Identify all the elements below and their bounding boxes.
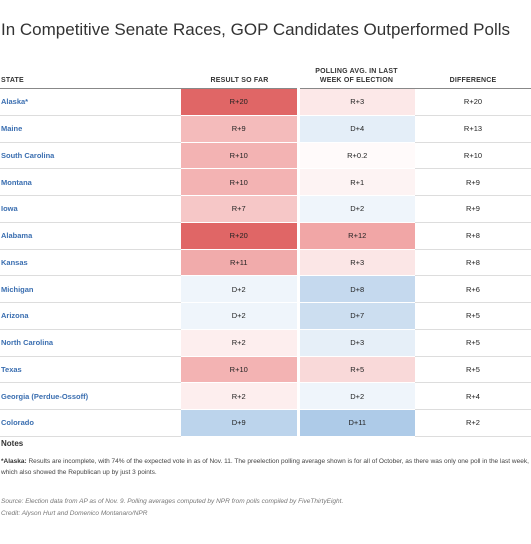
alaska-note-label: *Alaska: [1, 458, 27, 465]
result-cell: R+2 [181, 382, 300, 410]
senate-races-table: STATE RESULT SO FAR POLLING AVG. IN LAST… [0, 56, 531, 437]
notes-heading: Notes [1, 439, 24, 448]
table-row: North Carolina R+2 D+3 R+5 [0, 329, 531, 357]
table-row: Alabama R+20 R+12 R+8 [0, 222, 531, 250]
state-cell: South Carolina [0, 142, 181, 170]
polling-cell: R+3 [298, 249, 415, 277]
result-cell: R+10 [181, 142, 300, 170]
polling-cell: R+5 [298, 356, 415, 384]
difference-cell: R+13 [415, 115, 531, 143]
column-header-result: RESULT SO FAR [181, 56, 298, 89]
table-header-row: STATE RESULT SO FAR POLLING AVG. IN LAST… [0, 56, 531, 89]
result-cell: R+7 [181, 195, 300, 223]
polling-cell: R+3 [298, 88, 415, 116]
state-cell: North Carolina [0, 329, 181, 357]
result-cell: R+10 [181, 356, 300, 384]
table-row: Alaska* R+20 R+3 R+20 [0, 88, 531, 116]
polling-cell: D+2 [298, 195, 415, 223]
state-cell: Maine [0, 115, 181, 143]
table-row: Colorado D+9 D+11 R+2 [0, 409, 531, 437]
result-cell: R+9 [181, 115, 300, 143]
polling-cell: D+8 [298, 275, 415, 303]
result-cell: R+11 [181, 249, 300, 277]
table-row: Montana R+10 R+1 R+9 [0, 168, 531, 196]
state-cell: Georgia (Perdue-Ossoff) [0, 382, 181, 410]
table-row: Arizona D+2 D+7 R+5 [0, 302, 531, 330]
source-line: Source: Election data from AP as of Nov.… [1, 498, 344, 505]
table-row: South Carolina R+10 R+0.2 R+10 [0, 142, 531, 170]
table-row: Kansas R+11 R+3 R+8 [0, 249, 531, 277]
polling-cell: D+2 [298, 382, 415, 410]
column-header-polling-line2: WEEK OF ELECTION [319, 77, 394, 84]
state-cell: Iowa [0, 195, 181, 223]
difference-cell: R+2 [415, 409, 531, 437]
result-cell: R+10 [181, 168, 300, 196]
difference-cell: R+4 [415, 382, 531, 410]
result-cell: D+2 [181, 275, 300, 303]
polling-cell: D+3 [298, 329, 415, 357]
state-cell: Montana [0, 168, 181, 196]
page-title: In Competitive Senate Races, GOP Candida… [1, 20, 510, 39]
state-cell: Alabama [0, 222, 181, 250]
result-cell: R+20 [181, 222, 300, 250]
column-header-polling: POLLING AVG. IN LAST WEEK OF ELECTION [298, 56, 415, 89]
difference-cell: R+5 [415, 356, 531, 384]
table-row: Texas R+10 R+5 R+5 [0, 356, 531, 384]
state-cell: Colorado [0, 409, 181, 437]
state-cell: Michigan [0, 275, 181, 303]
result-cell: D+9 [181, 409, 300, 437]
table-row: Georgia (Perdue-Ossoff) R+2 D+2 R+4 [0, 382, 531, 410]
state-cell: Arizona [0, 302, 181, 330]
difference-cell: R+10 [415, 142, 531, 170]
difference-cell: R+9 [415, 168, 531, 196]
polling-cell: R+1 [298, 168, 415, 196]
state-cell: Texas [0, 356, 181, 384]
state-cell: Alaska* [0, 88, 181, 116]
difference-cell: R+5 [415, 329, 531, 357]
column-header-state: STATE [0, 56, 181, 89]
difference-cell: R+6 [415, 275, 531, 303]
polling-cell: D+4 [298, 115, 415, 143]
difference-cell: R+8 [415, 222, 531, 250]
credit-line: Credit: Alyson Hurt and Domenico Montana… [1, 510, 148, 517]
difference-cell: R+8 [415, 249, 531, 277]
result-cell: D+2 [181, 302, 300, 330]
difference-cell: R+5 [415, 302, 531, 330]
result-cell: R+2 [181, 329, 300, 357]
polling-cell: R+12 [298, 222, 415, 250]
polling-cell: R+0.2 [298, 142, 415, 170]
alaska-note: *Alaska: Results are incomplete, with 74… [1, 456, 529, 478]
result-cell: R+20 [181, 88, 300, 116]
table-row: Iowa R+7 D+2 R+9 [0, 195, 531, 223]
table-row: Michigan D+2 D+8 R+6 [0, 275, 531, 303]
column-header-difference: DIFFERENCE [415, 56, 531, 89]
column-header-polling-line1: POLLING AVG. IN LAST [315, 68, 398, 75]
difference-cell: R+9 [415, 195, 531, 223]
alaska-note-text: Results are incomplete, with 74% of the … [1, 458, 529, 476]
polling-cell: D+7 [298, 302, 415, 330]
state-cell: Kansas [0, 249, 181, 277]
difference-cell: R+20 [415, 88, 531, 116]
table-row: Maine R+9 D+4 R+13 [0, 115, 531, 143]
polling-cell: D+11 [298, 409, 415, 437]
